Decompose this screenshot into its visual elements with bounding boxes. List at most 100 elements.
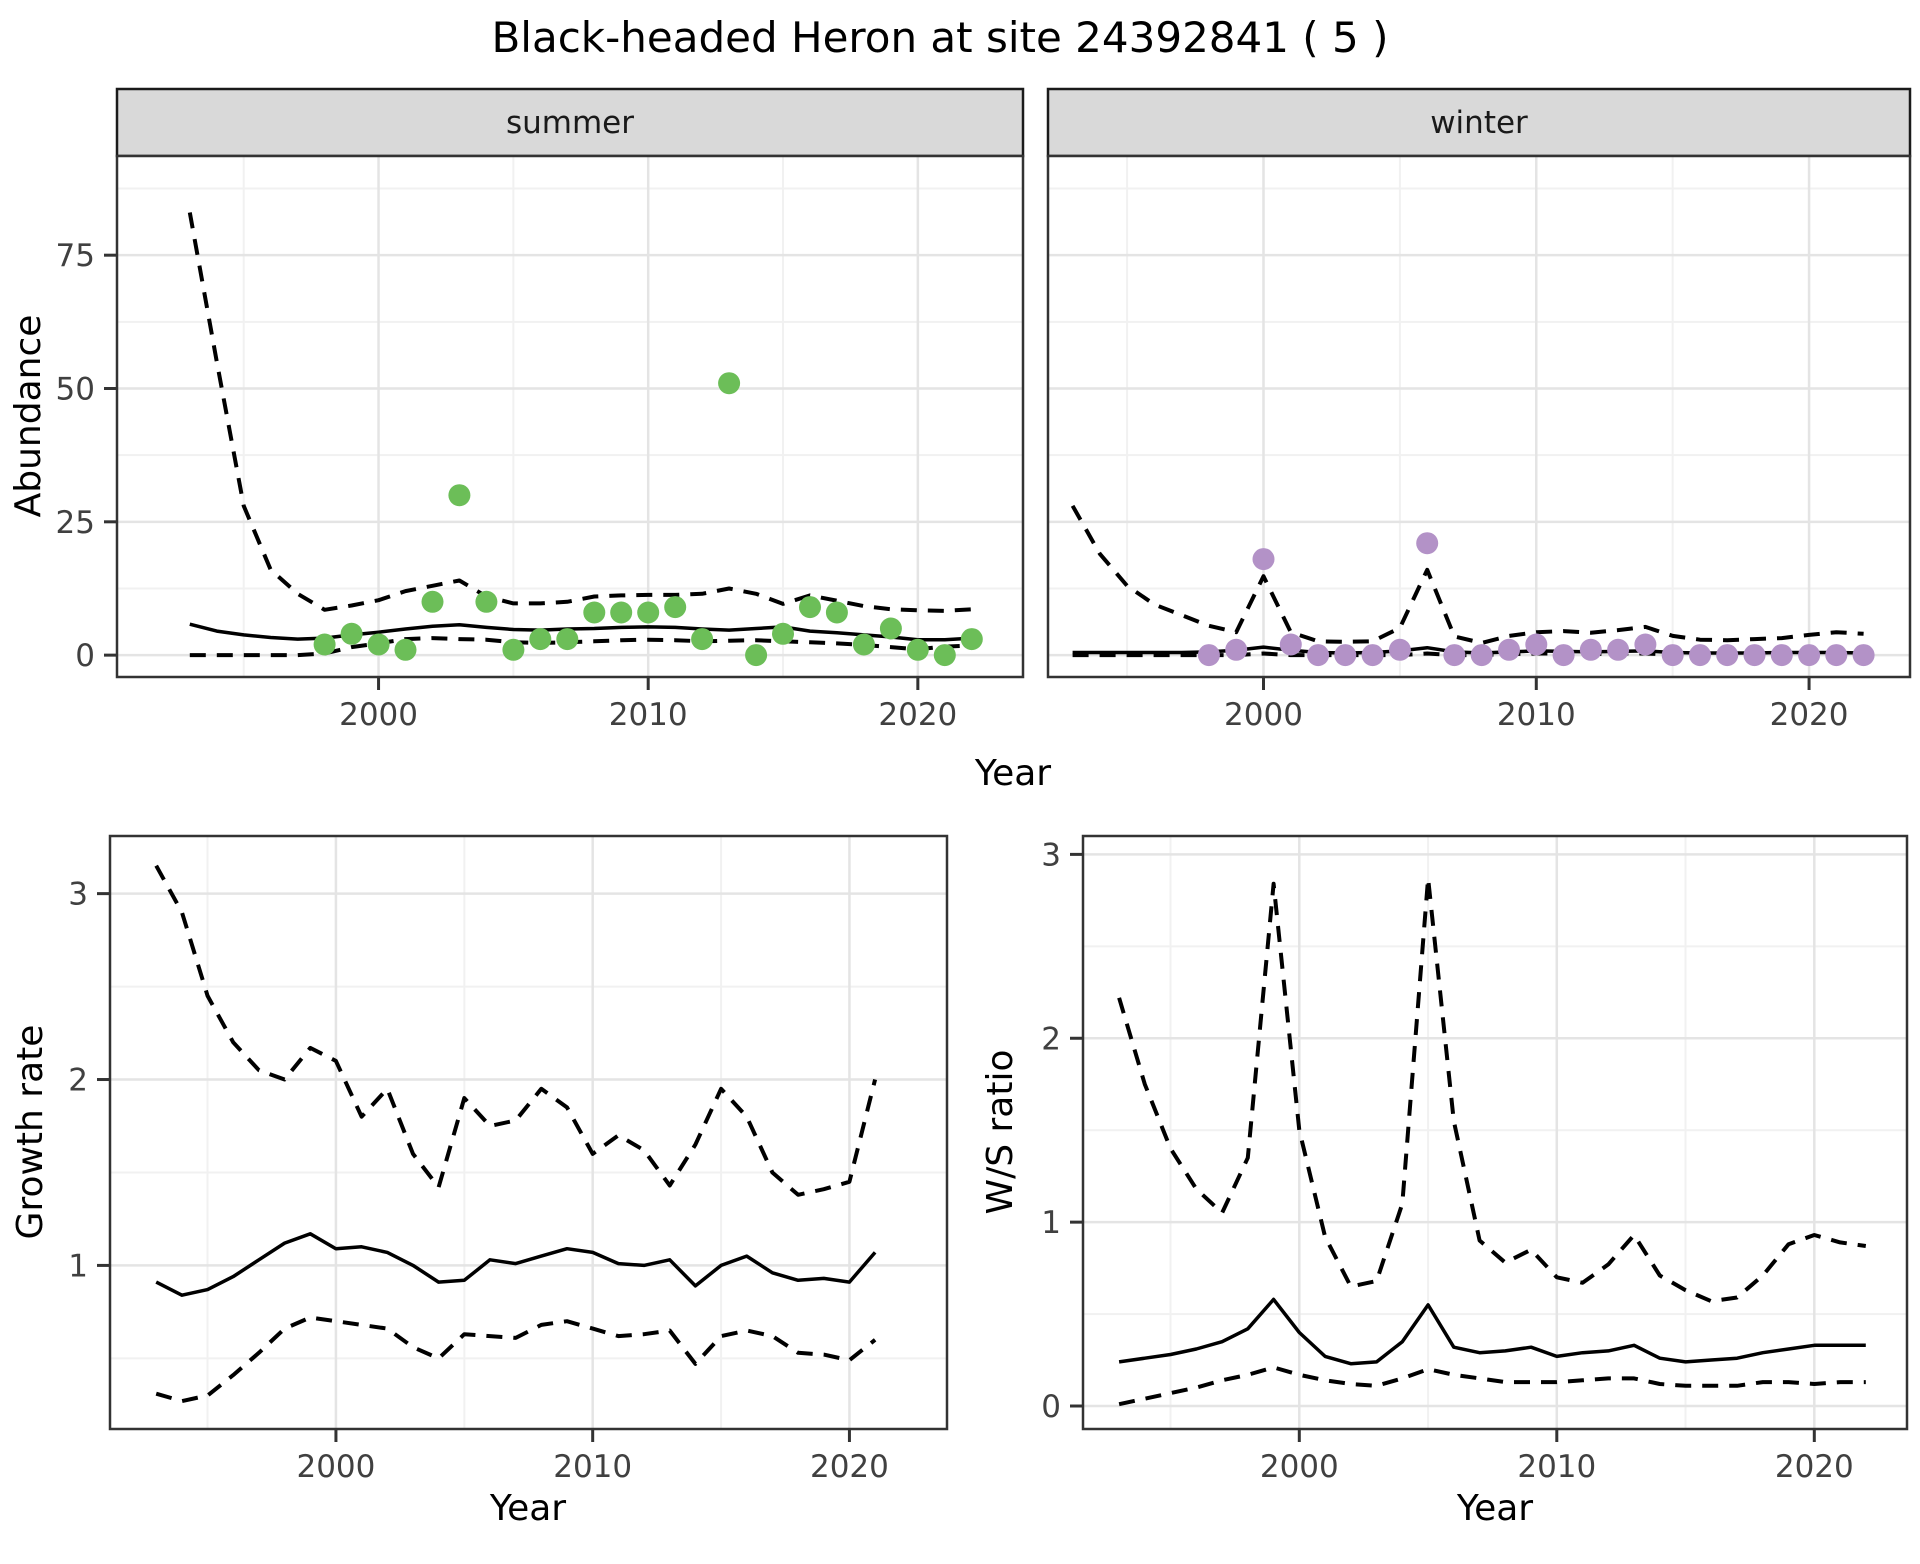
data-point: [906, 638, 929, 661]
y-tick-label: 75: [56, 238, 95, 274]
data-point: [1498, 638, 1520, 661]
x-tick-label: 2000: [339, 697, 418, 733]
winter-observations: [1197, 532, 1875, 667]
x-tick-label: 2000: [296, 1449, 375, 1485]
data-point: [340, 622, 363, 645]
data-point: [1798, 644, 1821, 667]
series-median: [1118, 1297, 1866, 1366]
data-point: [745, 644, 768, 667]
strip-summer-bg: [115, 87, 1025, 158]
panel-bg: [117, 156, 1023, 677]
x-axis-title-bottom-left: Year: [489, 1488, 566, 1529]
series-lower_ci: [1118, 1365, 1866, 1407]
data-point: [879, 617, 902, 640]
data-point: [933, 644, 956, 667]
data-point: [367, 633, 390, 656]
panel-winter: 2000 2010 2020: [1046, 154, 1912, 733]
x-tick-label: 2000: [1260, 1449, 1339, 1485]
data-point: [448, 484, 471, 507]
data-point: [1361, 644, 1384, 667]
data-point: [1579, 638, 1602, 661]
data-point: [1770, 644, 1793, 667]
data-point: [1334, 644, 1357, 667]
data-point: [1525, 633, 1548, 656]
data-point: [1716, 644, 1739, 667]
data-point: [1607, 638, 1630, 661]
data-point: [556, 628, 579, 651]
data-point: [960, 628, 983, 651]
data-point: [1307, 644, 1330, 667]
panel-border: [108, 834, 949, 1431]
data-point: [1279, 633, 1302, 656]
x-tick-label: 2010: [553, 1449, 632, 1485]
y-tick-label: 2: [1041, 1021, 1061, 1057]
facet-strips: summer winter: [115, 87, 1912, 158]
series-upper_ci: [1070, 504, 1864, 645]
strip-label-winter: winter: [1430, 105, 1528, 141]
data-point: [421, 590, 444, 613]
data-point: [1634, 633, 1657, 656]
y-tick-label: 50: [56, 372, 95, 408]
panel-bg: [1083, 836, 1907, 1429]
data-point: [475, 590, 498, 613]
y-axis-title-ws: W/S ratio: [980, 1049, 1021, 1214]
x-tick-label: 2020: [1775, 1449, 1854, 1485]
x-axis-title-bottom-right: Year: [1456, 1488, 1533, 1529]
data-point: [637, 601, 660, 624]
data-point: [1443, 644, 1466, 667]
data-point: [1225, 638, 1248, 661]
data-point: [799, 596, 821, 619]
data-point: [1552, 644, 1575, 667]
data-point: [529, 628, 552, 651]
data-point: [772, 622, 794, 645]
data-point: [394, 638, 417, 661]
data-point: [1661, 644, 1684, 667]
data-point: [825, 601, 848, 624]
strip-winter-bg: [1046, 87, 1912, 158]
panel-border: [1046, 154, 1912, 679]
data-point: [1852, 644, 1875, 667]
data-point: [1825, 644, 1848, 667]
data-point: [313, 633, 336, 656]
x-tick-label: 2000: [1224, 697, 1303, 733]
data-point: [664, 596, 687, 619]
series-upper_ci: [154, 864, 878, 1197]
x-axis-title-top: Year: [974, 753, 1051, 794]
summer-observations: [313, 372, 983, 667]
chart-title: Black-headed Heron at site 24392841 ( 5 …: [491, 13, 1388, 62]
data-point: [852, 633, 875, 656]
series-lower_ci: [189, 636, 972, 658]
y-tick-label: 1: [68, 1248, 88, 1284]
data-point: [1470, 644, 1493, 667]
data-point: [691, 628, 714, 651]
panel-growth: 2000 2010 2020 1 2 3: [68, 834, 949, 1485]
panel-bg: [110, 836, 947, 1429]
x-tick-label: 2020: [1770, 697, 1849, 733]
y-tick-label: 1: [1041, 1205, 1061, 1241]
data-point: [1689, 644, 1711, 667]
data-point: [1252, 548, 1275, 571]
y-tick-label: 0: [75, 638, 95, 674]
y-tick-label: 2: [68, 1063, 88, 1099]
series-lower_ci: [155, 1315, 877, 1404]
panel-border: [1081, 834, 1909, 1431]
data-point: [610, 601, 633, 624]
y-tick-label: 3: [68, 877, 88, 913]
data-point: [1743, 644, 1766, 667]
x-tick-label: 2010: [609, 697, 688, 733]
panel-ws: 2000 2010 2020 0 1 2 3: [1041, 834, 1909, 1485]
series-median: [155, 1232, 877, 1297]
y-axis-title-growth: Growth rate: [10, 1025, 51, 1240]
x-tick-label: 2010: [1517, 1449, 1596, 1485]
data-point: [1388, 638, 1411, 661]
y-axis-title-abundance: Abundance: [8, 315, 49, 518]
x-tick-label: 2020: [810, 1449, 889, 1485]
data-point: [718, 372, 741, 395]
x-tick-label: 2010: [1497, 697, 1576, 733]
strip-label-summer: summer: [506, 105, 634, 141]
x-tick-label: 2020: [878, 697, 957, 733]
series-upper_ci: [1117, 876, 1867, 1304]
